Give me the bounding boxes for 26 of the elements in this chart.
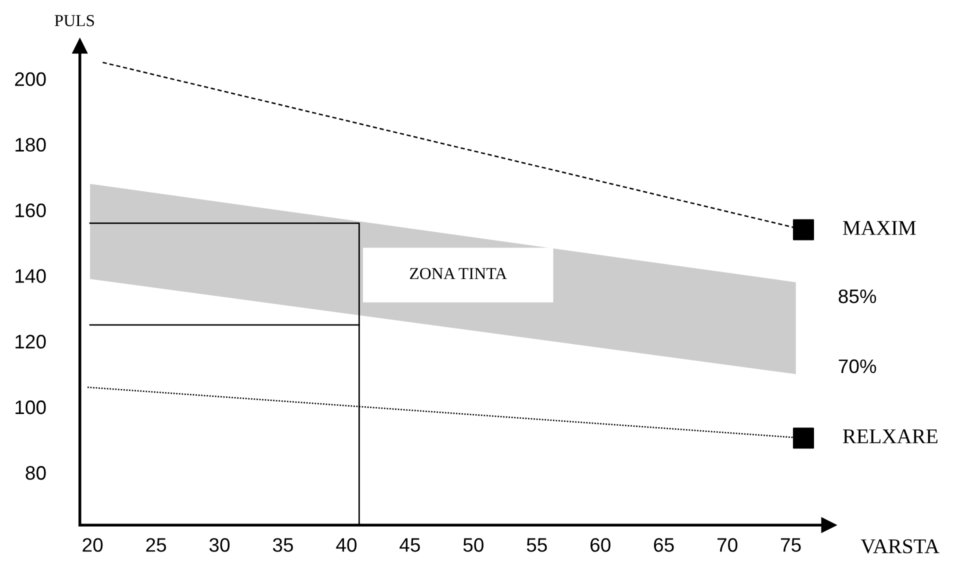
x-tick-label: 75	[780, 538, 801, 552]
y-tick-label: 100	[16, 400, 46, 414]
x-tick-label: 65	[654, 538, 674, 552]
y-tick-label: 120	[16, 334, 46, 349]
y-tick-label: 140	[16, 269, 46, 283]
text: 70%	[838, 359, 876, 374]
y-tick-label: 160	[16, 204, 46, 218]
x-tick-label: 25	[146, 538, 166, 552]
x-tick-label: 30	[209, 538, 230, 552]
x-tick-label: 35	[272, 538, 293, 552]
x-tick-label: 55	[526, 538, 547, 552]
x-tick-label: 50	[463, 538, 484, 552]
y-axis-title: PULS	[54, 15, 94, 26]
x-tick-label: 60	[590, 538, 610, 552]
x-axis-title: VARSTA	[860, 539, 940, 554]
x-tick-label: 45	[400, 538, 420, 552]
series-label: MAXIM	[842, 221, 916, 235]
x-tick-label: 40	[336, 538, 357, 552]
x-tick-label: 70	[717, 538, 738, 552]
y-tick-label: 180	[16, 138, 46, 152]
series-label: RELXARE	[842, 429, 938, 444]
x-tick-label: 20	[82, 538, 103, 552]
text: 85%	[838, 289, 876, 304]
y-tick-label: 200	[15, 72, 46, 86]
y-tick-label: 80	[26, 466, 46, 480]
annotation: ZONA TINTA	[410, 268, 507, 280]
